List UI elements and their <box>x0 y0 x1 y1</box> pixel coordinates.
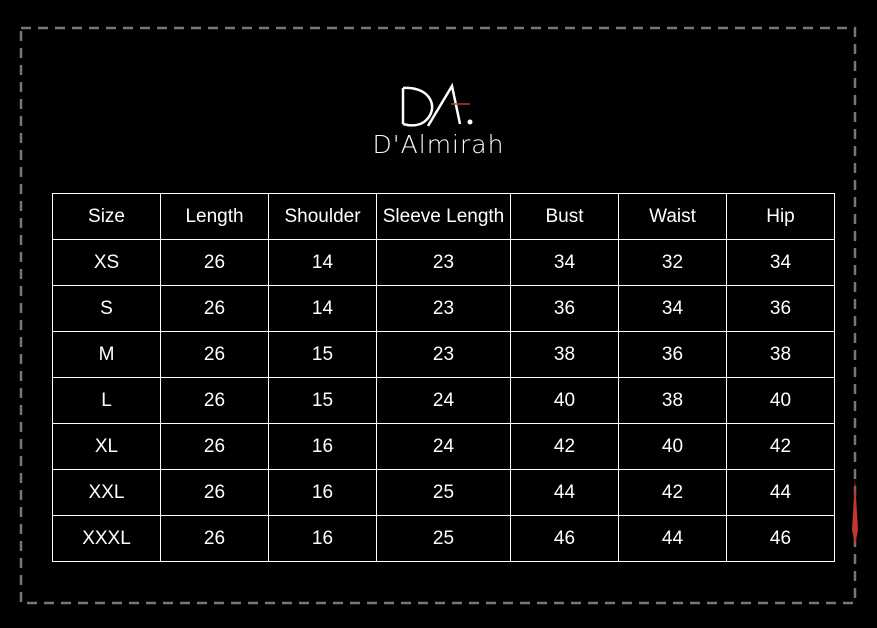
cell: 14 <box>268 239 377 286</box>
cell: 38 <box>618 377 727 424</box>
cell: 36 <box>510 285 619 332</box>
logo-mark <box>401 82 473 127</box>
cell: 38 <box>726 331 835 378</box>
cell: XS <box>52 239 161 286</box>
cell: 40 <box>726 377 835 424</box>
brand-name: D'Almirah <box>372 130 505 159</box>
header-cell: Waist <box>618 193 727 240</box>
cell: 16 <box>268 469 377 516</box>
cell: 26 <box>160 285 269 332</box>
cell: 24 <box>376 423 511 470</box>
cell: 46 <box>510 515 619 562</box>
dashed-border <box>19 26 857 605</box>
cell: S <box>52 285 161 332</box>
cell: 26 <box>160 377 269 424</box>
header-cell: Length <box>160 193 269 240</box>
cell: XL <box>52 423 161 470</box>
cell: 23 <box>376 239 511 286</box>
cell: 40 <box>510 377 619 424</box>
cell: 23 <box>376 331 511 378</box>
table-row: S 26 14 23 36 34 36 <box>52 285 835 332</box>
cell: 25 <box>376 515 511 562</box>
cell: XXXL <box>52 515 161 562</box>
cell: 34 <box>726 239 835 286</box>
header-cell: Size <box>52 193 161 240</box>
cell: 44 <box>510 469 619 516</box>
cell: 16 <box>268 423 377 470</box>
cell: 14 <box>268 285 377 332</box>
cell: 26 <box>160 331 269 378</box>
header-row: Size Length Shoulder Sleeve Length Bust Waist… <box>52 193 835 240</box>
needle-decoration <box>852 478 858 545</box>
cell: 44 <box>618 515 727 562</box>
cell: L <box>52 377 161 424</box>
table-row: XXXL 26 16 25 46 44 46 <box>52 515 835 562</box>
cell: 42 <box>510 423 619 470</box>
cell: XXL <box>52 469 161 516</box>
cell: 26 <box>160 423 269 470</box>
header-cell: Bust <box>510 193 619 240</box>
cell: 34 <box>510 239 619 286</box>
cell: 34 <box>618 285 727 332</box>
cell: 24 <box>376 377 511 424</box>
cell: 38 <box>510 331 619 378</box>
table-row: M 26 15 23 38 36 38 <box>52 331 835 378</box>
table-row: L 26 15 24 40 38 40 <box>52 377 835 424</box>
header-cell: Hip <box>726 193 835 240</box>
header-cell: Shoulder <box>268 193 377 240</box>
cell: 42 <box>618 469 727 516</box>
cell: 25 <box>376 469 511 516</box>
cell: 36 <box>618 331 727 378</box>
cell: 32 <box>618 239 727 286</box>
cell: 42 <box>726 423 835 470</box>
cell: 26 <box>160 469 269 516</box>
cell: 16 <box>268 515 377 562</box>
header-cell: Sleeve Length <box>376 193 511 240</box>
cell: 23 <box>376 285 511 332</box>
size-table: Size Length Shoulder Sleeve Length Bust Waist… <box>52 193 835 562</box>
cell: 40 <box>618 423 727 470</box>
cell: 36 <box>726 285 835 332</box>
cell: 26 <box>160 239 269 286</box>
cell: M <box>52 331 161 378</box>
cell: 15 <box>268 377 377 424</box>
cell: 26 <box>160 515 269 562</box>
table-row: XXL 26 16 25 44 42 44 <box>52 469 835 516</box>
cell: 44 <box>726 469 835 516</box>
cell: 15 <box>268 331 377 378</box>
table-row: XL 26 16 24 42 40 42 <box>52 423 835 470</box>
table-row: XS 26 14 23 34 32 34 <box>52 239 835 286</box>
cell: 46 <box>726 515 835 562</box>
